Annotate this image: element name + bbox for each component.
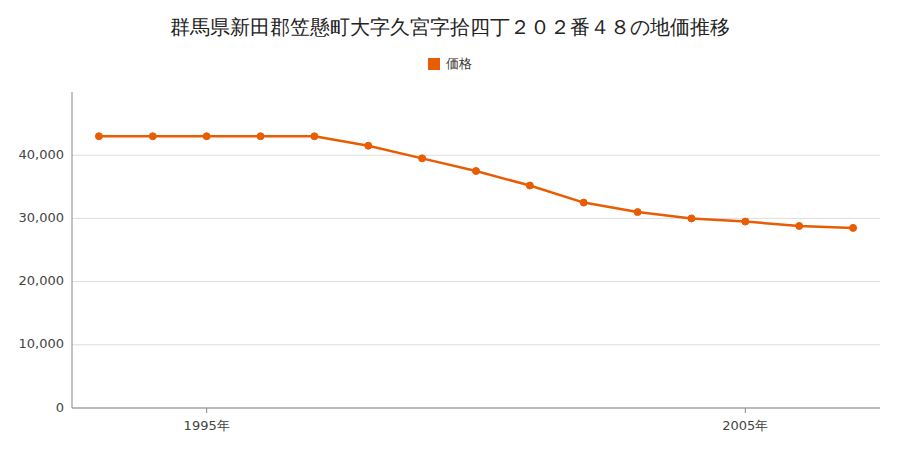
y-tick-label: 0 [56,400,64,415]
grid-line [72,281,880,282]
point [850,224,857,231]
legend-item: 価格 [428,56,472,71]
point [257,133,264,140]
grid-line [72,344,880,345]
grid-line [72,155,880,156]
plot-area [95,133,856,232]
x-tick-label: 1995年 [184,418,230,433]
point [634,209,641,216]
point [473,168,480,175]
x-axis-line [72,408,880,409]
point [580,199,587,206]
x-tick [206,408,207,413]
x-tick [745,408,746,413]
legend-label: 価格 [446,56,472,71]
y-axis-line [72,92,73,408]
point [742,218,749,225]
chart: 群馬県新田郡笠懸町大字久宮字拾四丁２０２番４８の地価推移 0 10,000 20,00… [0,0,900,450]
point [203,133,210,140]
point [526,182,533,189]
legend-swatch [428,58,440,70]
grid-line [72,218,880,219]
point [149,133,156,140]
series-line [99,136,853,228]
legend: 価格 [428,56,472,71]
point [95,133,102,140]
x-tick-label: 2005年 [722,418,768,433]
point [365,142,372,149]
axes: 0 10,000 20,000 30,000 40,000 1995年 2005年 [19,92,881,433]
point [419,155,426,162]
chart-container: 群馬県新田郡笠懸町大字久宮字拾四丁２０２番４８の地価推移 0 10,000 20,00… [0,0,900,450]
y-tick-label: 40,000 [19,147,65,162]
y-tick-label: 10,000 [19,336,65,351]
y-tick-label: 20,000 [19,273,65,288]
point [688,215,695,222]
grid-line [72,408,880,409]
y-tick-label: 30,000 [19,210,65,225]
title: 群馬県新田郡笠懸町大字久宮字拾四丁２０２番４８の地価推移 [170,15,730,39]
point [311,133,318,140]
point [796,222,803,229]
